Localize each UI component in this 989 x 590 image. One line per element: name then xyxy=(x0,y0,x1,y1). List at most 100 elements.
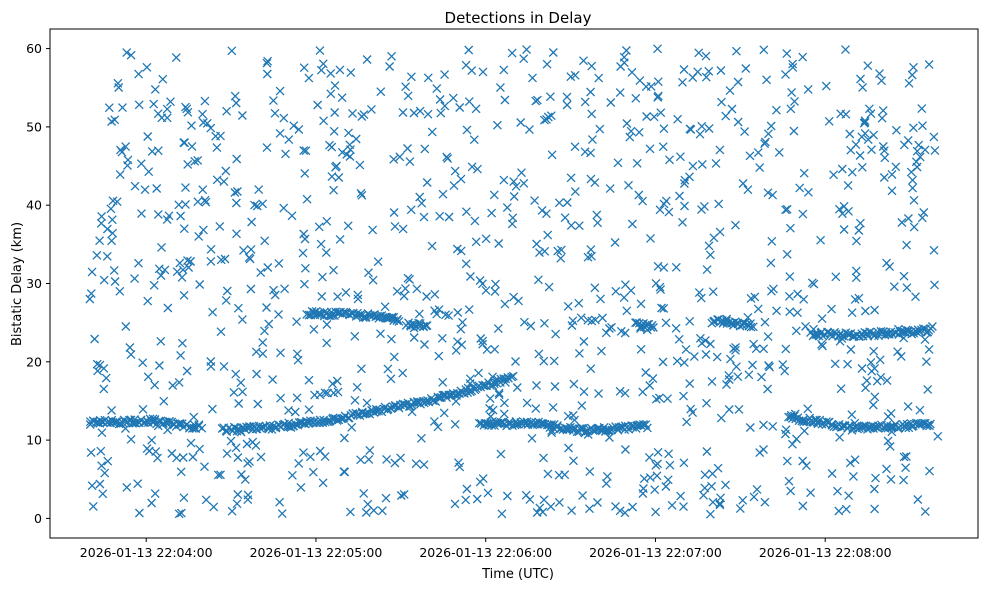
data-point-marker xyxy=(433,393,443,403)
data-point-marker xyxy=(760,317,770,327)
data-point-marker xyxy=(704,124,714,133)
data-point-marker xyxy=(628,502,638,512)
data-point-marker xyxy=(738,179,748,188)
data-point-marker xyxy=(697,121,707,131)
data-point-marker xyxy=(231,443,241,453)
data-point-marker xyxy=(489,190,499,200)
data-point-marker xyxy=(478,336,488,346)
data-point-marker xyxy=(298,448,308,458)
data-point-marker xyxy=(919,208,929,217)
data-point-marker xyxy=(731,46,741,56)
data-point-marker xyxy=(858,82,868,92)
data-point-marker xyxy=(352,308,362,318)
x-tick-label: 2026-01-13 22:06:00 xyxy=(419,545,552,560)
data-point-marker xyxy=(564,443,573,453)
data-point-marker xyxy=(844,491,854,501)
data-point-marker xyxy=(765,362,774,372)
data-point-marker xyxy=(635,76,645,86)
data-point-marker xyxy=(186,438,196,448)
data-point-marker xyxy=(331,162,340,172)
data-point-marker xyxy=(450,419,460,429)
data-point-marker xyxy=(787,87,797,97)
data-point-marker xyxy=(416,433,426,443)
data-point-marker xyxy=(193,197,203,207)
data-point-marker xyxy=(387,51,397,61)
y-tick-label: 60 xyxy=(26,41,42,56)
data-point-marker xyxy=(860,306,870,316)
data-point-marker xyxy=(174,377,184,387)
data-point-marker xyxy=(208,307,218,317)
data-point-marker xyxy=(679,65,689,74)
data-point-marker xyxy=(220,254,230,264)
data-point-marker xyxy=(886,423,896,432)
data-point-marker xyxy=(97,211,107,221)
data-point-marker xyxy=(789,126,799,136)
data-point-marker xyxy=(494,388,504,398)
data-point-marker xyxy=(780,366,790,376)
data-point-marker xyxy=(329,185,339,195)
data-point-marker xyxy=(753,148,763,158)
data-point-marker xyxy=(671,262,681,272)
data-point-marker xyxy=(177,338,187,348)
data-point-marker xyxy=(284,405,293,415)
data-point-marker xyxy=(707,481,717,491)
data-point-marker xyxy=(435,95,445,104)
data-point-marker xyxy=(143,132,153,141)
data-point-marker xyxy=(532,508,542,517)
data-point-marker xyxy=(891,162,901,172)
data-point-marker xyxy=(650,485,660,495)
data-point-marker xyxy=(276,393,286,403)
data-point-marker xyxy=(386,374,396,384)
data-point-marker xyxy=(695,333,705,343)
data-point-marker xyxy=(509,177,519,187)
data-point-marker xyxy=(704,66,714,76)
data-point-marker xyxy=(583,315,593,325)
data-point-marker xyxy=(150,489,160,499)
data-point-marker xyxy=(97,461,107,471)
data-point-marker xyxy=(164,211,174,221)
data-point-marker xyxy=(653,91,663,101)
data-point-marker xyxy=(908,183,918,193)
data-point-marker xyxy=(757,372,766,382)
data-point-marker xyxy=(605,184,615,194)
data-point-marker xyxy=(656,285,666,295)
data-point-marker xyxy=(253,399,263,409)
data-point-marker xyxy=(774,147,784,157)
data-point-marker xyxy=(752,484,762,494)
data-point-marker xyxy=(831,272,841,282)
data-point-marker xyxy=(130,181,140,191)
data-point-marker xyxy=(902,240,912,250)
data-point-marker xyxy=(901,463,911,473)
data-point-marker xyxy=(781,344,791,354)
data-point-marker xyxy=(453,337,462,347)
data-point-marker xyxy=(95,479,105,489)
data-point-marker xyxy=(399,489,409,499)
data-point-marker xyxy=(834,506,844,516)
x-tick-label: 2026-01-13 22:05:00 xyxy=(250,545,383,560)
data-point-marker xyxy=(658,357,668,367)
data-point-marker xyxy=(504,373,513,383)
data-point-marker xyxy=(689,352,699,362)
data-point-marker xyxy=(175,258,185,268)
data-point-marker xyxy=(149,280,159,290)
data-point-marker xyxy=(485,394,495,404)
plot-area-frame xyxy=(49,28,979,539)
data-point-marker xyxy=(859,118,869,128)
y-tick-label: 20 xyxy=(26,354,42,369)
data-point-marker xyxy=(85,294,95,304)
data-point-marker xyxy=(500,95,510,105)
data-point-marker xyxy=(226,436,236,446)
data-point-marker xyxy=(530,196,540,206)
data-point-marker xyxy=(839,201,849,211)
data-point-marker xyxy=(716,493,726,503)
data-point-marker xyxy=(693,67,703,77)
data-point-marker xyxy=(381,493,391,503)
data-point-marker xyxy=(626,286,636,296)
data-point-marker xyxy=(798,456,808,466)
data-point-marker xyxy=(574,221,584,231)
data-point-marker xyxy=(350,331,360,341)
data-point-marker xyxy=(578,491,588,501)
data-point-marker xyxy=(298,248,308,258)
data-point-marker xyxy=(134,258,143,268)
data-point-marker xyxy=(274,309,283,319)
